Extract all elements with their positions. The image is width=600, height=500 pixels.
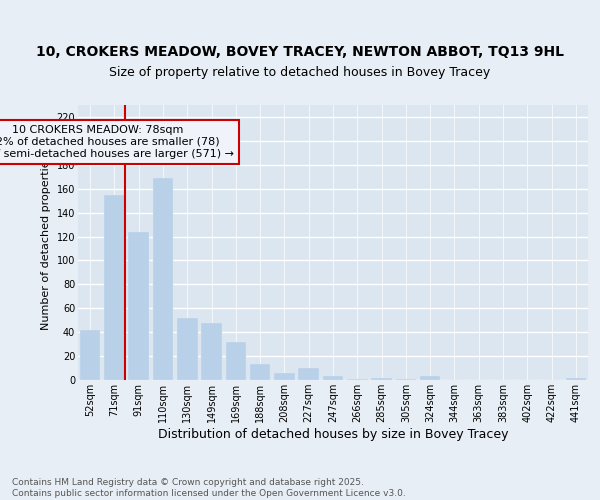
- Bar: [371, 378, 392, 380]
- Bar: [152, 178, 173, 380]
- Bar: [250, 364, 271, 380]
- Bar: [128, 232, 149, 380]
- X-axis label: Distribution of detached houses by size in Bovey Tracey: Distribution of detached houses by size …: [158, 428, 508, 441]
- Bar: [298, 368, 319, 380]
- Text: 10, CROKERS MEADOW, BOVEY TRACEY, NEWTON ABBOT, TQ13 9HL: 10, CROKERS MEADOW, BOVEY TRACEY, NEWTON…: [36, 46, 564, 60]
- Bar: [177, 318, 197, 380]
- Text: Contains HM Land Registry data © Crown copyright and database right 2025.
Contai: Contains HM Land Registry data © Crown c…: [12, 478, 406, 498]
- Bar: [566, 378, 586, 380]
- Bar: [201, 322, 222, 380]
- Text: 10 CROKERS MEADOW: 78sqm
← 12% of detached houses are smaller (78)
87% of semi-d: 10 CROKERS MEADOW: 78sqm ← 12% of detach…: [0, 126, 234, 158]
- Bar: [347, 379, 368, 380]
- Bar: [104, 194, 125, 380]
- Text: Size of property relative to detached houses in Bovey Tracey: Size of property relative to detached ho…: [109, 66, 491, 79]
- Bar: [395, 379, 416, 380]
- Bar: [274, 373, 295, 380]
- Bar: [80, 330, 100, 380]
- Y-axis label: Number of detached properties: Number of detached properties: [41, 155, 51, 330]
- Bar: [226, 342, 246, 380]
- Bar: [420, 376, 440, 380]
- Bar: [323, 376, 343, 380]
